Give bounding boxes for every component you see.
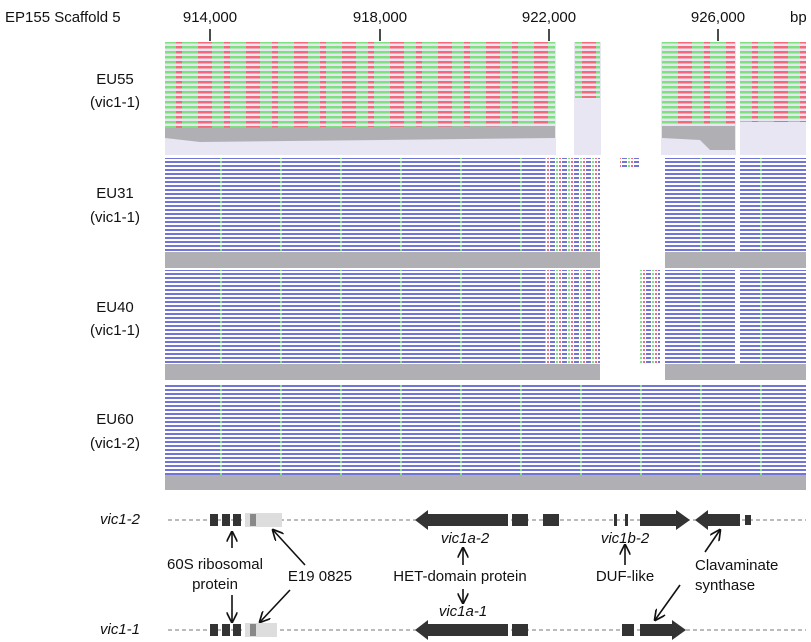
annotation: E19 0825 bbox=[288, 568, 352, 585]
gene-name: vic1b-2 bbox=[601, 530, 650, 547]
sample-name: EU60 bbox=[96, 411, 134, 428]
allele: (vic1-2) bbox=[90, 435, 140, 452]
annotation: 60S ribosomal bbox=[167, 556, 263, 573]
annotation: DUF-like bbox=[596, 568, 654, 585]
gene-track-label: vic1-1 bbox=[100, 621, 140, 638]
tick-label: 922,000 bbox=[522, 9, 576, 26]
sample-name: EU55 bbox=[96, 71, 134, 88]
genome-figure: EP155 Scaffold 5 914,000 918,000 922,000… bbox=[0, 0, 811, 642]
tick-label: 914,000 bbox=[183, 9, 237, 26]
gene-model-top bbox=[168, 510, 806, 530]
tick-label: 926,000 bbox=[691, 9, 745, 26]
gene-track-label: vic1-2 bbox=[100, 511, 141, 528]
track-eu55 bbox=[165, 42, 806, 155]
annotation: protein bbox=[192, 576, 238, 593]
gene-name: vic1a-1 bbox=[439, 603, 487, 620]
allele: (vic1-1) bbox=[90, 322, 140, 339]
track-eu60 bbox=[165, 383, 806, 490]
tick-marks bbox=[210, 29, 718, 41]
gene-name: vic1a-2 bbox=[441, 530, 490, 547]
track-eu31 bbox=[165, 158, 806, 268]
annotation: HET-domain protein bbox=[393, 568, 526, 585]
gene-model-bottom bbox=[168, 620, 806, 640]
allele: (vic1-1) bbox=[90, 209, 140, 226]
track-eu40 bbox=[165, 270, 806, 380]
allele: (vic1-1) bbox=[90, 94, 140, 111]
axis-unit: bp bbox=[790, 9, 807, 26]
sample-name: EU31 bbox=[96, 185, 134, 202]
annotation: Clavaminate bbox=[695, 557, 778, 574]
sample-name: EU40 bbox=[96, 299, 134, 316]
tick-label: 918,000 bbox=[353, 9, 407, 26]
axis-label: EP155 Scaffold 5 bbox=[5, 9, 121, 26]
annotation: synthase bbox=[695, 577, 755, 594]
